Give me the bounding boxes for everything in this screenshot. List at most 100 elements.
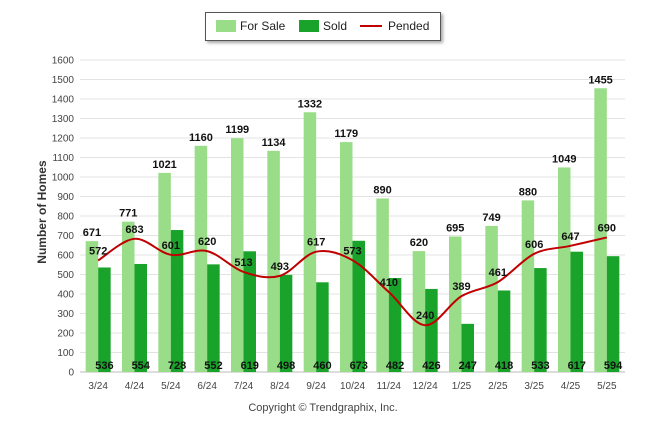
for-sale-bar <box>158 172 171 372</box>
sold-value-label: 594 <box>604 360 623 372</box>
for-sale-bar <box>521 200 535 372</box>
sold-bar <box>534 268 547 372</box>
for-sale-value-label: 890 <box>373 184 391 196</box>
legend-label-pended: Pended <box>388 19 430 33</box>
sold-bar <box>207 264 220 372</box>
sold-bar <box>243 251 256 372</box>
for-sale-bar <box>485 225 498 372</box>
sold-value-label: 554 <box>132 360 151 372</box>
y-tick-label: 0 <box>68 368 74 379</box>
for-sale-bar <box>303 112 317 372</box>
y-tick-label: 400 <box>57 290 74 301</box>
for-sale-bar <box>85 241 99 372</box>
x-tick-label: 8/24 <box>270 381 290 392</box>
legend-label-sold: Sold <box>323 19 348 33</box>
pended-value-label: 647 <box>561 231 579 243</box>
for-sale-value-label: 1179 <box>334 128 358 140</box>
for-sale-value-label: 1455 <box>588 74 612 86</box>
for-sale-bar <box>412 251 426 372</box>
pended-value-label: 240 <box>416 310 434 322</box>
y-tick-label: 700 <box>57 231 74 242</box>
x-tick-label: 2/25 <box>488 381 508 392</box>
y-tick-label: 1100 <box>52 153 74 164</box>
for-sale-value-label: 1021 <box>152 159 176 171</box>
sold-value-label: 498 <box>277 360 295 372</box>
sold-value-label: 533 <box>531 360 549 372</box>
y-tick-label: 1200 <box>52 134 75 145</box>
for-sale-value-label: 771 <box>119 208 137 220</box>
sold-bar <box>98 267 111 372</box>
for-sale-value-label: 1332 <box>298 98 322 110</box>
sold-value-label: 460 <box>313 360 331 372</box>
y-tick-label: 800 <box>57 212 74 223</box>
for-sale-bar <box>267 150 280 372</box>
pended-value-label: 389 <box>452 281 470 293</box>
sold-bar <box>316 282 329 372</box>
y-tick-label: 1500 <box>52 75 75 86</box>
pended-value-label: 606 <box>525 239 543 251</box>
x-tick-label: 5/24 <box>161 381 181 392</box>
pended-line-layer <box>97 236 608 327</box>
x-tick-label: 1/25 <box>452 381 472 392</box>
pended-value-label: 493 <box>271 261 289 273</box>
pended-value-label: 683 <box>125 224 143 236</box>
pended-value-label: 690 <box>598 222 616 234</box>
x-tick-label: 9/24 <box>306 381 326 392</box>
for-sale-value-label: 620 <box>410 237 428 249</box>
pended-value-label: 572 <box>89 245 107 257</box>
sold-bar <box>352 240 365 372</box>
sold-bar <box>606 256 620 372</box>
sold-value-label: 536 <box>95 360 113 372</box>
x-tick-label: 3/25 <box>524 381 544 392</box>
pended-line <box>97 236 608 327</box>
y-tick-label: 600 <box>57 251 74 262</box>
sold-value-label: 673 <box>350 360 368 372</box>
sold-bar <box>497 290 511 372</box>
y-tick-label: 500 <box>57 270 74 281</box>
y-axis-label: Number of Homes <box>35 160 49 264</box>
sold-bar <box>134 263 147 372</box>
sold-value-label: 247 <box>459 360 477 372</box>
for-sale-bar <box>122 221 135 372</box>
for-sale-bar <box>449 236 462 372</box>
for-sale-swatch-icon <box>216 20 236 32</box>
x-axis-ticks: 3/24 4/24 5/24 6/24 7/24 8/24 9/24 10/24 11/24 12… <box>88 381 617 392</box>
sold-bar <box>388 278 402 372</box>
y-tick-label: 1600 <box>52 56 75 67</box>
sold-value-label: 728 <box>168 360 186 372</box>
y-tick-label: 900 <box>57 192 74 203</box>
pended-value-label: 620 <box>198 236 216 248</box>
bars <box>85 88 620 373</box>
for-sale-value-label: 1049 <box>552 153 576 165</box>
sold-value-label: 418 <box>495 360 513 372</box>
x-tick-label: 7/24 <box>234 381 254 392</box>
y-tick-label: 200 <box>57 329 74 340</box>
for-sale-value-label: 671 <box>83 227 101 239</box>
y-axis-ticks: 0 100 200 300 400 500 600 700 800 900 1000 1100 1200… <box>52 56 75 379</box>
sold-value-label: 482 <box>386 360 404 372</box>
sold-bar <box>170 230 184 372</box>
pended-value-label: 461 <box>489 267 507 279</box>
pended-line-swatch-icon <box>360 25 382 27</box>
for-sale-value-label: 749 <box>482 212 500 224</box>
y-tick-label: 100 <box>57 348 74 359</box>
for-sale-bar <box>194 145 208 372</box>
for-sale-bar <box>231 138 244 372</box>
x-tick-label: 10/24 <box>340 381 365 392</box>
x-tick-label: 4/25 <box>561 381 581 392</box>
sold-value-label: 619 <box>241 360 259 372</box>
for-sale-bar <box>558 167 571 372</box>
y-tick-label: 1000 <box>52 173 75 184</box>
pended-value-label: 410 <box>380 277 398 289</box>
for-sale-value-label: 1134 <box>262 137 287 149</box>
legend-label-for-sale: For Sale <box>240 19 286 33</box>
pended-value-label: 513 <box>234 257 252 269</box>
for-sale-bar <box>594 88 607 373</box>
sold-bar <box>425 288 438 372</box>
sold-bar <box>570 251 583 372</box>
pended-value-label: 573 <box>343 245 361 257</box>
x-tick-label: 5/25 <box>597 381 617 392</box>
x-tick-label: 3/24 <box>88 381 108 392</box>
for-sale-value-label: 1160 <box>189 132 213 144</box>
